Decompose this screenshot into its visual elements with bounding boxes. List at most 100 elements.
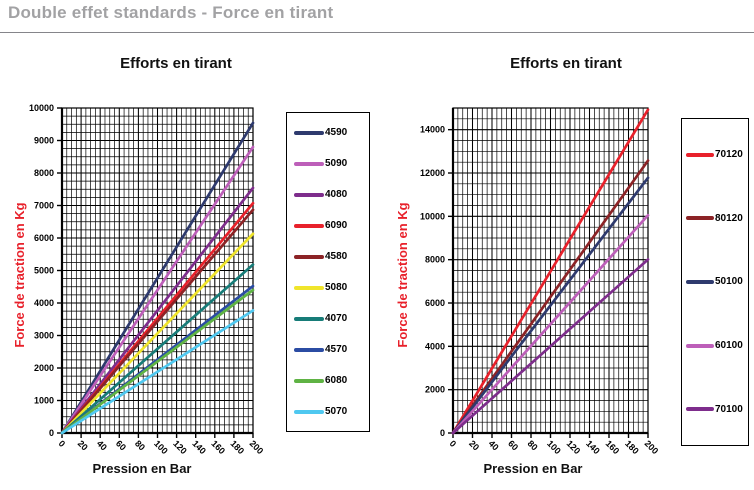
tick-label: 20 [76,438,90,452]
legend-label: 4070 [325,313,348,324]
legend-item: 4590 [287,127,369,138]
legend-label: 4580 [325,251,348,262]
legend-label: 70100 [715,403,743,415]
series-line-6080 [60,288,255,435]
left-chart-plot: 0100020003000400050006000700080009000100… [29,103,266,456]
tick-label: 4000 [34,298,54,308]
legend-swatch-5070 [294,409,324,414]
header-divider [0,32,754,33]
axis-ticks [448,128,649,438]
legend-item: 5080 [287,282,369,293]
tick-label: 8000 [34,168,54,178]
series-line-70100 [451,258,650,435]
legend-swatch-50100 [686,279,714,284]
legend-label: 70120 [715,149,743,161]
series-lines [60,121,255,435]
right-chart-title: Efforts en tirant [510,55,622,72]
x-tick-labels: 0 20 40 60 80 100 120 140 160 180 200 [448,438,661,456]
legend-item: 60100 [682,340,748,351]
legend-swatch-5090 [294,161,324,166]
legend-swatch-4080 [294,192,324,197]
tick-label: 6000 [425,298,445,308]
tick-label: 200 [248,438,266,456]
legend-item: 4080 [287,189,369,200]
tick-label: 120 [171,438,189,456]
legend-item: 70100 [682,404,748,415]
tick-label: 0 [57,438,68,449]
legend-label: 80120 [715,212,743,224]
tick-label: 2000 [425,385,445,395]
tick-label: 60 [506,438,520,452]
legend-label: 5080 [325,282,348,293]
left-chart-title: Efforts en tirant [120,55,232,72]
legend-label: 4080 [325,189,348,200]
tick-label: 60 [114,438,128,452]
series-line-50100 [451,176,650,435]
x-tick-labels: 0 20 40 60 80 100 120 140 160 180 200 [57,438,266,456]
legend-item: 4580 [287,251,369,262]
tick-label: 180 [228,438,246,456]
tick-label: 160 [604,438,622,456]
tick-label: 80 [526,438,540,452]
tick-label: 6000 [34,233,54,243]
legend-swatch-5080 [294,285,324,290]
series-lines [451,108,650,435]
y-tick-labels: 0 1000 2000 3000 4000 5000 6000 7000 8000 9000 100… [29,103,54,438]
tick-label: 100 [152,438,170,456]
legend-swatch-4570 [294,347,324,352]
legend-swatch-80120 [686,216,714,221]
tick-label: 40 [95,438,109,452]
tick-label: 0 [440,428,445,438]
legend-swatch-60100 [686,343,714,348]
tick-label: 0 [49,428,54,438]
axis-ticks [57,107,254,438]
legend-item: 50100 [682,276,748,287]
series-line-5090 [60,145,255,435]
tick-label: 5000 [34,266,54,276]
legend-label: 5090 [325,158,348,169]
series-line-80120 [451,159,650,435]
series-line-4590 [60,121,255,435]
legend-swatch-6080 [294,378,324,383]
legend-label: 4570 [325,344,348,355]
legend-item: 6090 [287,220,369,231]
tick-label: 20 [467,438,481,452]
tick-label: 200 [643,438,661,456]
tick-label: 7000 [34,201,54,211]
legend-label: 4590 [325,127,348,138]
series-line-4580 [60,208,255,435]
tick-label: 14000 [420,125,445,135]
left-x-axis-title: Pression en Bar [92,461,192,476]
tick-label: 180 [623,438,641,456]
series-line-4080 [60,186,255,435]
legend-swatch-6090 [294,223,324,228]
legend-item: 70120 [682,149,748,160]
tick-label: 10000 [29,103,54,113]
tick-label: 9000 [34,136,54,146]
tick-label: 140 [190,438,208,456]
legend-item: 4570 [287,344,369,355]
tick-label: 1000 [34,396,54,406]
legend-item: 4070 [287,313,369,324]
series-line-60100 [451,213,650,435]
left-chart-legend: 4590 5090 4080 6090 4580 5080 4070 4570 6080 5070 [286,112,370,432]
legend-swatch-70100 [686,407,714,412]
series-line-4070 [60,263,255,435]
legend-swatch-70120 [686,152,714,157]
tick-label: 12000 [420,168,445,178]
tick-label: 0 [448,438,459,449]
tick-label: 4000 [425,341,445,351]
tick-label: 120 [565,438,583,456]
y-tick-labels: 0 2000 4000 6000 8000 10000 12000 14000 [420,125,445,438]
legend-swatch-4070 [294,316,324,321]
tick-label: 10000 [420,211,445,221]
legend-label: 6090 [325,220,348,231]
tick-label: 3000 [34,331,54,341]
legend-item: 5070 [287,406,369,417]
series-line-5070 [60,309,255,435]
legend-label: 50100 [715,276,743,288]
legend-item: 80120 [682,213,748,224]
legend-swatch-4580 [294,254,324,259]
tick-label: 100 [545,438,563,456]
